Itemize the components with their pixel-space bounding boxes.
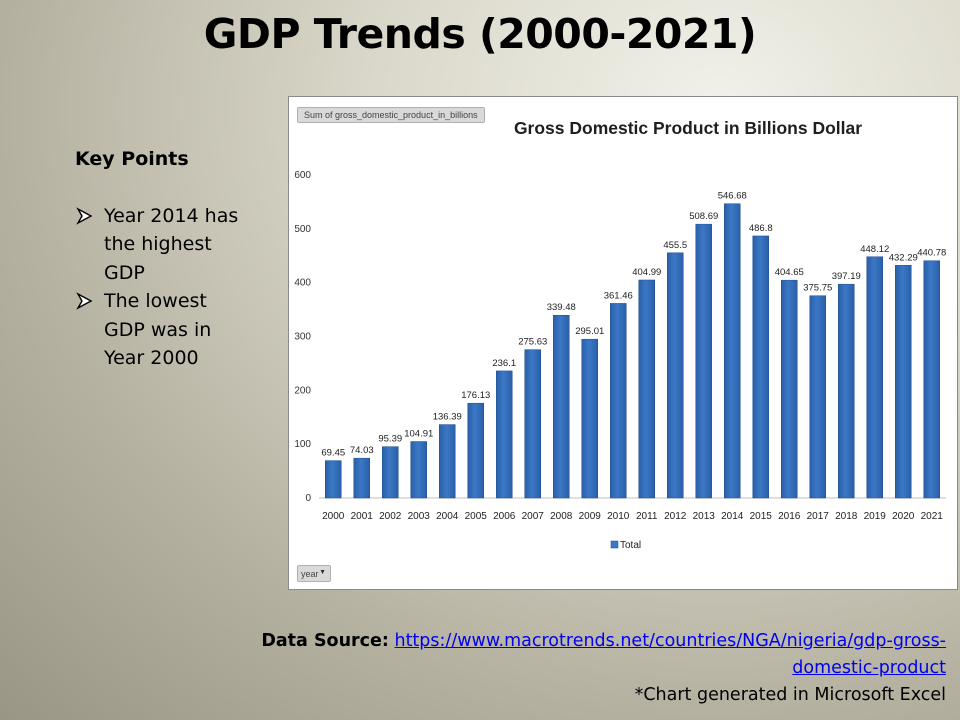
bar (895, 265, 912, 499)
bar-data-label: 448.12 (860, 244, 889, 255)
x-tick-label: 2014 (721, 511, 744, 522)
bar-data-label: 361.46 (604, 290, 633, 301)
bar-data-label: 546.68 (718, 191, 747, 202)
bar (809, 295, 826, 499)
x-tick-label: 2013 (693, 511, 716, 522)
bar-data-label: 295.01 (575, 326, 604, 337)
x-tick-label: 2005 (465, 511, 488, 522)
bar (638, 279, 655, 499)
bar-data-label: 136.39 (433, 412, 462, 423)
gdp-bar-chart: Gross Domestic Product in Billions Dolla… (294, 118, 946, 551)
x-tick-label: 2000 (322, 511, 345, 522)
x-tick-label: 2007 (522, 511, 545, 522)
bar (439, 424, 456, 499)
source-label: Data Source: (261, 631, 389, 651)
bar-data-label: 74.03 (350, 445, 374, 456)
x-tick-label: 2002 (379, 511, 402, 522)
y-tick-label: 600 (294, 170, 311, 181)
x-tick-label: 2006 (493, 511, 516, 522)
x-tick-label: 2010 (607, 511, 630, 522)
bar-data-label: 404.65 (775, 267, 804, 278)
bar-data-label: 339.48 (547, 302, 576, 313)
x-tick-label: 2018 (835, 511, 858, 522)
x-tick-label: 2017 (807, 511, 830, 522)
key-point-item: Year 2014 has the highest GDP (75, 202, 265, 288)
bar-data-label: 432.29 (889, 252, 918, 263)
x-tick-label: 2021 (921, 511, 944, 522)
bar (325, 460, 342, 499)
bar-data-label: 397.19 (832, 271, 861, 282)
source-link[interactable]: https://www.macrotrends.net/countries/NG… (394, 631, 946, 678)
y-tick-label: 500 (294, 224, 311, 235)
x-tick-label: 2019 (864, 511, 887, 522)
slide-title: GDP Trends (2000-2021) (203, 10, 757, 58)
x-tick-label: 2009 (579, 511, 602, 522)
key-points-panel: Key Points Year 2014 has the highest GDP T… (75, 145, 265, 373)
bar-data-label: 104.91 (404, 429, 433, 440)
bar (923, 260, 940, 499)
bar-data-label: 275.63 (518, 337, 547, 348)
key-point-text: Year 2014 has the highest GDP (104, 204, 239, 284)
bar (695, 223, 712, 499)
x-tick-label: 2015 (750, 511, 773, 522)
y-tick-label: 400 (294, 278, 311, 289)
arrow-bullet-icon (76, 292, 93, 310)
x-tick-label: 2001 (351, 511, 374, 522)
bar-data-label: 440.78 (917, 248, 946, 259)
y-tick-label: 100 (294, 439, 311, 450)
key-point-item: The lowest GDP was in Year 2000 (75, 287, 265, 373)
bar (752, 235, 769, 499)
bar (724, 203, 741, 499)
key-points-list: Year 2014 has the highest GDP The lowest GD… (75, 202, 265, 373)
legend-swatch (610, 540, 619, 549)
bar-data-label: 508.69 (689, 211, 718, 222)
x-tick-label: 2016 (778, 511, 801, 522)
chart-title: Gross Domestic Product in Billions Dolla… (514, 118, 862, 138)
legend-label: Total (620, 540, 641, 551)
x-tick-label: 2003 (408, 511, 431, 522)
bar (467, 402, 484, 499)
bar (581, 338, 598, 499)
bar-data-label: 69.45 (321, 448, 345, 459)
chart-frame: Gross Domestic Product in Billions Dolla… (288, 96, 958, 590)
bar (524, 349, 541, 499)
bar-data-label: 486.8 (749, 223, 773, 234)
bar-data-label: 404.99 (632, 267, 661, 278)
filter-label: year (301, 569, 319, 579)
y-tick-label: 0 (305, 493, 311, 504)
bar (553, 314, 570, 499)
bar-data-label: 375.75 (803, 283, 832, 294)
x-tick-label: 2011 (636, 511, 658, 522)
bar (610, 303, 627, 499)
bar-data-label: 455.5 (663, 240, 687, 251)
x-tick-label: 2020 (892, 511, 915, 522)
bar (353, 457, 370, 499)
bar-data-label: 95.39 (378, 434, 402, 445)
pivot-field-tag[interactable]: Sum of gross_domestic_product_in_billion… (297, 107, 485, 123)
y-tick-label: 300 (294, 332, 311, 343)
bar (781, 279, 798, 499)
year-filter-button[interactable]: year ▼ (297, 565, 331, 582)
x-tick-label: 2004 (436, 511, 459, 522)
source-line: Data Source: https://www.macrotrends.net… (261, 628, 946, 682)
key-point-text: The lowest GDP was in Year 2000 (104, 290, 212, 369)
key-points-heading: Key Points (75, 148, 189, 170)
chart-note: *Chart generated in Microsoft Excel (634, 685, 946, 705)
bar (667, 252, 684, 499)
x-tick-label: 2012 (664, 511, 687, 522)
bar (410, 441, 427, 499)
x-tick-label: 2008 (550, 511, 573, 522)
bar-data-label: 236.1 (492, 358, 516, 369)
footer: Data Source: https://www.macrotrends.net… (261, 628, 946, 709)
dropdown-caret-icon: ▼ (319, 569, 326, 576)
bar (866, 256, 883, 499)
bar (382, 446, 399, 499)
y-tick-label: 200 (294, 385, 311, 396)
bar-data-label: 176.13 (461, 390, 490, 401)
bar (496, 370, 513, 499)
bar (838, 283, 855, 499)
arrow-bullet-icon (76, 206, 93, 225)
